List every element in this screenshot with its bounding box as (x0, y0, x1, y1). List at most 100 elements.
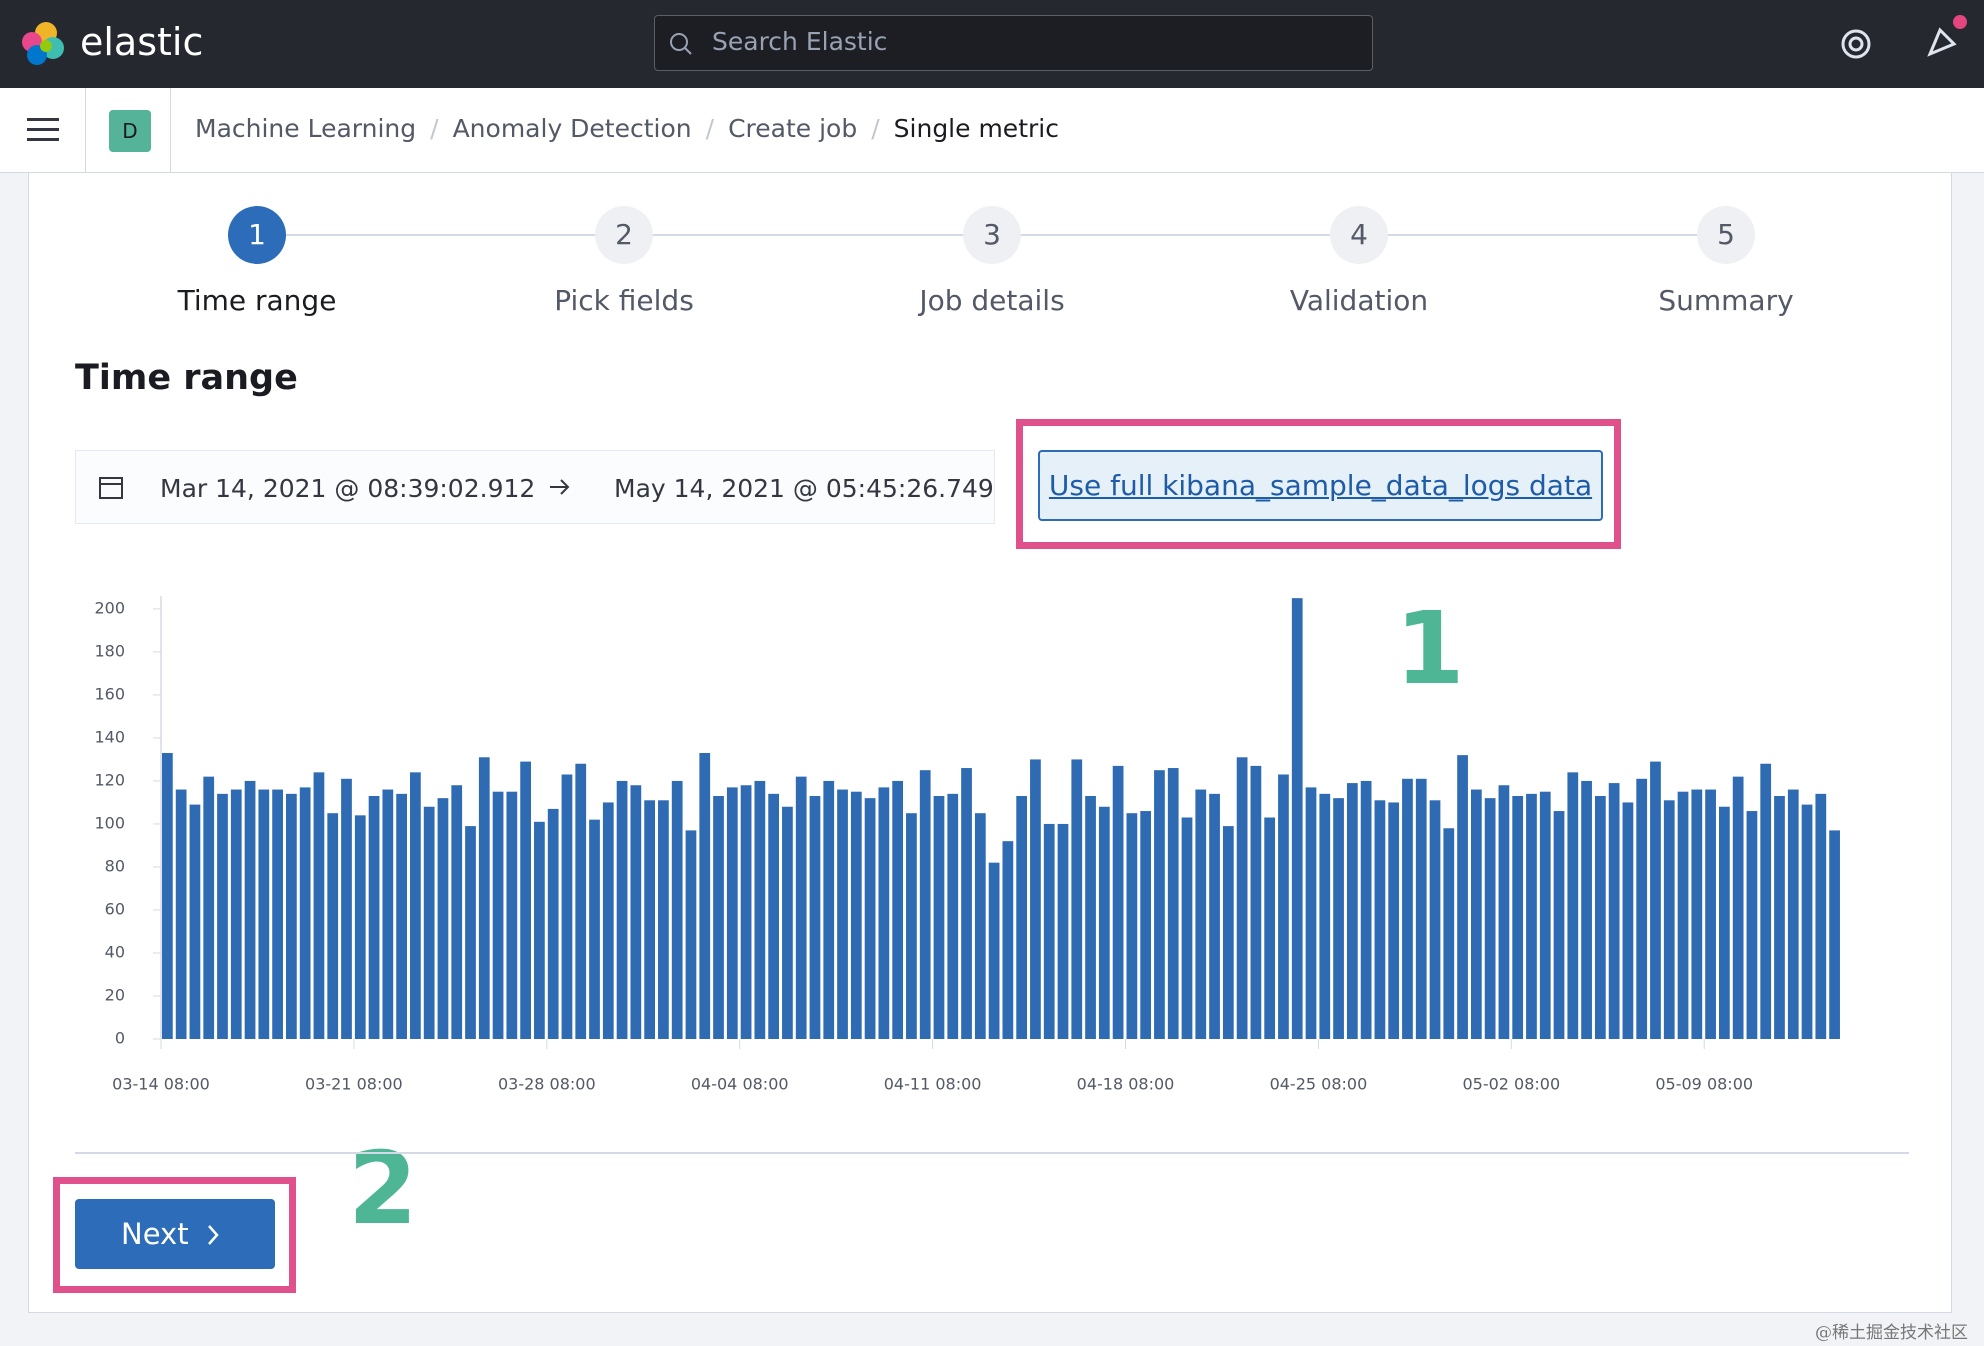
bar (1167, 768, 1179, 1039)
bar (1085, 795, 1096, 1039)
step-label: Summary (1658, 284, 1793, 317)
breadcrumb-bar: D Machine Learning / Anomaly Detection / Cre… (0, 88, 1984, 173)
bar (671, 780, 683, 1039)
help-icon[interactable] (1836, 24, 1876, 64)
x-tick-label: 03-28 08:00 (498, 1075, 596, 1094)
bar (795, 776, 807, 1039)
bar (1470, 789, 1482, 1039)
bar (1319, 793, 1331, 1039)
bar (162, 752, 173, 1039)
bar (740, 785, 752, 1039)
bar (1016, 795, 1028, 1039)
bar (754, 780, 766, 1039)
x-tick-label: 04-11 08:00 (884, 1075, 982, 1094)
step-number: 1 (248, 218, 266, 251)
y-tick-label: 0 (115, 1029, 125, 1048)
bar (1250, 765, 1262, 1039)
bar (1663, 800, 1675, 1039)
breadcrumb[interactable]: Create job (728, 114, 858, 143)
breadcrumbs: Machine Learning / Anomaly Detection / Creat… (195, 114, 1059, 143)
y-tick-label: 120 (94, 770, 125, 789)
bar (1071, 759, 1083, 1039)
bar (685, 830, 697, 1039)
bar (947, 793, 959, 1039)
bar (547, 808, 559, 1039)
x-tick-label: 03-14 08:00 (112, 1075, 210, 1094)
start-date[interactable]: Mar 14, 2021 @ 08:39:02.912 (160, 474, 536, 503)
step-number: 4 (1350, 218, 1368, 251)
bar (809, 795, 821, 1039)
step-label: Time range (177, 284, 337, 317)
bar (658, 800, 669, 1039)
bar (892, 780, 904, 1039)
step-number: 3 (983, 218, 1001, 251)
bar (1043, 823, 1055, 1039)
bar (1030, 759, 1041, 1039)
y-tick-label: 60 (105, 899, 125, 918)
step-label: Job details (917, 284, 1064, 317)
date-picker[interactable]: Mar 14, 2021 @ 08:39:02.912 May 14, 2021… (75, 450, 995, 524)
bar (1815, 793, 1827, 1039)
bar (1388, 802, 1400, 1039)
bar (1126, 813, 1138, 1039)
next-button[interactable]: Next (75, 1199, 275, 1269)
bar (1140, 811, 1152, 1039)
bar (1622, 802, 1634, 1039)
bar (1291, 598, 1303, 1039)
bar (299, 787, 311, 1039)
bar (189, 804, 201, 1039)
step-label: Validation (1290, 284, 1428, 317)
breadcrumb[interactable]: Anomaly Detection (452, 114, 692, 143)
y-tick-label: 80 (105, 856, 125, 875)
y-tick-label: 100 (94, 813, 125, 832)
bar (1718, 806, 1730, 1039)
bar (1457, 755, 1468, 1039)
bar (575, 763, 587, 1039)
bar (1774, 795, 1785, 1039)
bar (354, 815, 366, 1039)
bar (919, 770, 931, 1039)
bar (1209, 793, 1220, 1039)
bar (782, 806, 793, 1039)
step-circle (1697, 206, 1755, 264)
bar (1484, 798, 1496, 1039)
bar (1346, 783, 1358, 1039)
bar (1526, 793, 1537, 1039)
annotation: 1 (1395, 590, 1465, 707)
news-icon[interactable] (1920, 10, 1970, 60)
step-circle (963, 206, 1021, 264)
bar (602, 802, 614, 1039)
bar (1829, 830, 1840, 1039)
menu-icon[interactable] (27, 116, 59, 144)
divider (85, 88, 86, 173)
bar (630, 785, 642, 1039)
bar (1539, 791, 1551, 1039)
bar (837, 789, 848, 1039)
bar (589, 819, 600, 1039)
bar (272, 789, 283, 1039)
separator: / (871, 114, 880, 143)
use-full-data-button[interactable]: Use full kibana_sample_data_logs data (1038, 450, 1603, 521)
divider (170, 88, 171, 173)
bar (1746, 811, 1758, 1039)
bar (1581, 780, 1592, 1039)
bar (1691, 789, 1703, 1039)
space-avatar[interactable]: D (109, 110, 151, 152)
bar (1498, 785, 1510, 1039)
bar (175, 789, 187, 1039)
breadcrumb[interactable]: Machine Learning (195, 114, 417, 143)
logo (22, 22, 64, 65)
step-label: Pick fields (554, 284, 694, 317)
bar (327, 813, 339, 1039)
bar (1705, 789, 1716, 1039)
search-box[interactable]: Search Elastic (654, 15, 1373, 71)
arrow-icon (550, 479, 570, 495)
search-placeholder: Search Elastic (712, 27, 888, 56)
watermark: @稀土掘金技术社区 (1815, 1323, 1968, 1343)
bar (1305, 787, 1317, 1039)
bar (1732, 776, 1744, 1039)
end-date[interactable]: May 14, 2021 @ 05:45:26.749 (614, 474, 994, 503)
bar (1636, 778, 1648, 1039)
x-tick-label: 04-04 08:00 (691, 1075, 789, 1094)
